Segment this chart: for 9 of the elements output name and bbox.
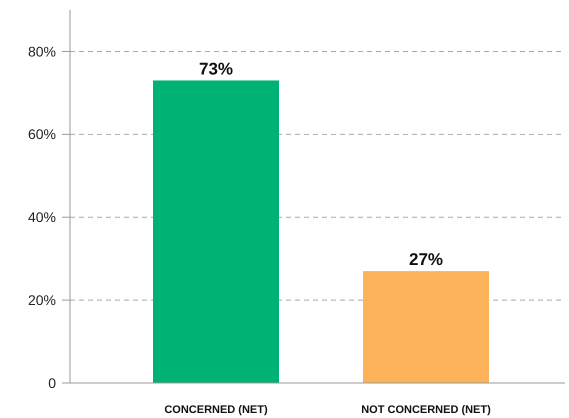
y-tick-label: 20% [28,292,56,308]
y-tick-label: 0 [48,374,56,391]
x-tick-label: NOT CONCERNED (NET) [361,404,492,416]
data-label: 27% [408,250,444,270]
data-label: 73% [198,59,234,78]
y-tick-label: 80% [28,43,56,60]
x-tick-label: CONCERNED (NET) [164,404,268,416]
y-tick-label: 40% [28,209,56,226]
y-tick-label: 60% [28,126,56,142]
